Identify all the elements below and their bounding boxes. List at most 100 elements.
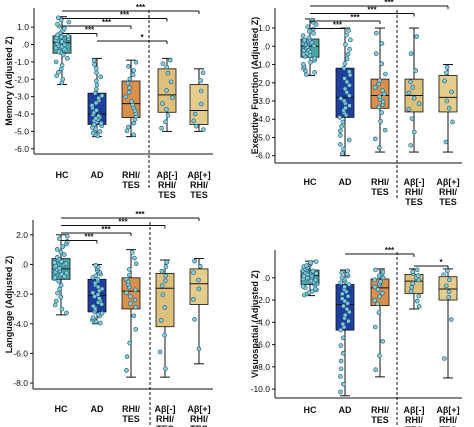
- data-point: [198, 264, 203, 269]
- box-iqr: [438, 276, 458, 301]
- y-tick-label: -4.0: [14, 109, 29, 119]
- significance-label: ***: [102, 18, 112, 27]
- y-tick-label: -10.0: [251, 384, 271, 394]
- data-point: [93, 263, 99, 268]
- data-point: [344, 32, 349, 38]
- data-point: [377, 353, 382, 358]
- panel-language: 2.0 .0 -2.0 -4.0 -6.0 -8.0 Language (Adjusted …: [4, 210, 213, 427]
- category-label: TES: [156, 424, 174, 427]
- data-point: [345, 268, 350, 274]
- data-point: [52, 275, 58, 280]
- data-point: [56, 49, 62, 54]
- data-point: [123, 94, 129, 100]
- y-tick-label: 2.0: [16, 230, 28, 240]
- category-label: RHI/: [371, 177, 389, 187]
- data-point: [164, 64, 169, 70]
- data-point: [338, 389, 343, 395]
- data-point: [346, 318, 351, 324]
- y-tick-label: -8.0: [13, 378, 28, 388]
- data-point: [444, 64, 450, 70]
- box-a-rhi-tes: [189, 258, 209, 365]
- data-point: [377, 94, 382, 100]
- data-point: [415, 273, 421, 278]
- data-point: [377, 294, 382, 300]
- y-axis-label: Language (Adjusted Z): [4, 256, 14, 354]
- data-point: [373, 267, 378, 273]
- data-point: [409, 284, 415, 290]
- data-point: [66, 33, 71, 39]
- y-tick-label: -8.0: [255, 362, 270, 372]
- data-point: [162, 332, 167, 338]
- y-tick-label: -4.0: [255, 317, 270, 327]
- data-point: [57, 266, 62, 271]
- box-a-rhi-tes: [438, 64, 458, 153]
- data-point: [123, 276, 129, 282]
- data-point: [92, 62, 97, 67]
- data-point: [96, 113, 101, 119]
- data-point: [380, 338, 386, 344]
- data-point: [59, 306, 65, 312]
- data-point: [445, 268, 450, 274]
- data-point: [378, 119, 383, 124]
- data-point: [95, 292, 101, 297]
- data-point: [345, 301, 350, 306]
- data-point: [57, 286, 62, 292]
- y-tick-label: .0: [263, 273, 270, 283]
- data-point: [93, 273, 99, 279]
- data-point: [125, 80, 131, 86]
- category-label: TES: [122, 180, 140, 190]
- data-point: [372, 284, 378, 290]
- data-point: [92, 90, 98, 96]
- data-point: [126, 64, 131, 69]
- data-point: [340, 119, 346, 125]
- data-point: [127, 85, 132, 91]
- significance-label: ***: [85, 26, 95, 35]
- data-point: [412, 129, 417, 135]
- y-tick-label: -1.0: [14, 57, 29, 67]
- data-point: [94, 70, 99, 76]
- data-point: [338, 358, 344, 364]
- category-label: TES: [405, 197, 423, 207]
- data-point: [382, 127, 388, 133]
- data-point: [347, 103, 352, 108]
- y-tick-label: .0: [22, 40, 29, 50]
- data-point: [126, 124, 131, 130]
- data-point: [344, 56, 350, 62]
- data-point: [372, 277, 377, 283]
- data-point: [158, 318, 164, 323]
- data-point: [164, 259, 170, 265]
- panel-visuospatial: .0 -2.0 -4.0 -6.0 -8.0 -10.0 Visuospatial (Adj…: [250, 246, 462, 427]
- data-point: [376, 310, 382, 316]
- data-point: [383, 71, 388, 77]
- data-point: [196, 346, 202, 352]
- data-point: [340, 335, 346, 341]
- category-label: Aβ[-]: [155, 404, 176, 414]
- significance-label: ***: [120, 11, 130, 20]
- data-point: [346, 137, 352, 143]
- data-point: [303, 72, 309, 77]
- category-label: RHI/: [190, 414, 208, 424]
- data-point: [413, 68, 419, 73]
- data-point: [380, 269, 386, 275]
- data-point: [408, 51, 414, 56]
- data-point: [308, 278, 314, 284]
- y-tick-label: .0: [21, 259, 28, 269]
- data-point: [133, 304, 138, 310]
- data-point: [346, 69, 352, 74]
- data-point: [98, 74, 104, 80]
- data-point: [308, 260, 313, 265]
- significance-label: ***: [84, 233, 94, 242]
- data-point: [442, 356, 447, 361]
- category-label: RHI/: [439, 415, 457, 425]
- data-point: [379, 110, 384, 115]
- data-point: [377, 78, 382, 84]
- data-point: [90, 315, 96, 320]
- y-tick-label: 1.0: [258, 23, 270, 33]
- data-point: [96, 95, 101, 101]
- data-point: [162, 305, 168, 310]
- data-point: [191, 118, 197, 124]
- category-label: TES: [439, 197, 457, 207]
- data-point: [310, 268, 316, 274]
- data-point: [342, 312, 348, 318]
